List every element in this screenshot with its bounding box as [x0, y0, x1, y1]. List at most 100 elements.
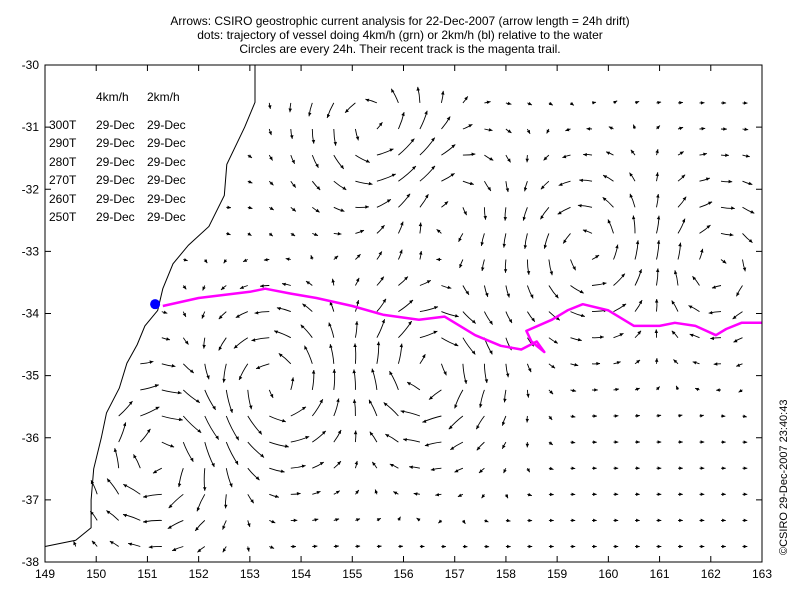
arrow-head — [463, 544, 468, 549]
arrow-head — [502, 444, 506, 449]
arrow-head — [274, 330, 279, 334]
row-heading: 250T — [49, 210, 77, 224]
arrow-head — [553, 340, 558, 344]
arrow-head — [546, 129, 550, 134]
arrow-head — [700, 518, 705, 523]
eta-table: 4km/h 2km/h 300T 29-Dec 29-Dec 290T 29-Dec 29… — [49, 88, 207, 227]
arrow-head — [389, 464, 394, 468]
arrow-head — [212, 405, 216, 410]
arrow-head — [615, 244, 619, 249]
arrow-head — [732, 315, 737, 320]
arrow-head — [154, 384, 159, 388]
arrow-head — [608, 126, 613, 130]
x-tick-label: 151 — [137, 567, 157, 581]
arrow-head — [454, 342, 459, 346]
arrow-head — [450, 446, 455, 450]
x-tick-label: 163 — [752, 567, 772, 581]
arrow-head — [419, 251, 423, 255]
arrow-head — [479, 403, 483, 408]
arrow-head — [328, 322, 332, 327]
arrow-head — [678, 242, 682, 247]
arrow-head — [571, 440, 576, 444]
arrow-head — [551, 364, 556, 369]
arrow-head — [722, 259, 727, 264]
arrow-head — [153, 470, 157, 474]
arrow-head — [248, 180, 253, 184]
arrow-head — [679, 492, 683, 496]
arrow-head — [722, 544, 726, 549]
arrow-head — [167, 525, 172, 529]
arrow-head — [243, 258, 248, 262]
arrow-head — [700, 101, 705, 105]
arrow-head — [122, 422, 127, 427]
arrow-head — [574, 363, 579, 367]
arrow-head — [621, 273, 625, 278]
arrow-head — [655, 149, 659, 154]
arrow-head — [319, 462, 324, 466]
arrow-head — [548, 416, 553, 420]
arrow-head — [335, 518, 340, 522]
arrow-head — [722, 518, 726, 523]
arrow-head — [223, 259, 228, 264]
x-tick-label: 158 — [496, 567, 516, 581]
arrow-head — [182, 312, 186, 317]
arrow-head — [523, 245, 528, 249]
arrow-head — [744, 127, 749, 131]
arrow-head — [526, 393, 530, 398]
current-arrow — [204, 441, 215, 468]
arrow-head — [332, 369, 336, 373]
arrow-head — [531, 317, 535, 322]
arrow-head — [631, 215, 636, 220]
arrow-head — [579, 289, 584, 294]
arrow-head — [248, 154, 252, 158]
arrow-head — [143, 519, 147, 524]
arrow-head — [329, 344, 333, 348]
arrow-head — [731, 206, 735, 210]
arrow-head — [391, 173, 396, 177]
arrow-head — [522, 216, 526, 221]
arrow-head — [340, 165, 344, 169]
y-tick-label: -35 — [22, 369, 40, 383]
arrow-head — [613, 100, 618, 105]
arrow-head — [400, 221, 404, 226]
arrow-head — [695, 387, 699, 392]
arrow-head — [579, 178, 583, 183]
arrow-head — [530, 294, 534, 299]
arrow-head — [315, 163, 319, 168]
arrow-head — [692, 361, 697, 365]
arrow-head — [548, 441, 553, 445]
arrow-head — [571, 518, 576, 523]
arrow-head — [354, 321, 359, 325]
arrow-head — [743, 466, 748, 470]
arrow-head — [471, 350, 476, 355]
arrow-head — [271, 519, 276, 524]
x-tick-label: 153 — [240, 567, 260, 581]
arrow-head — [260, 284, 264, 288]
arrow-head — [550, 544, 554, 549]
arrow-head — [700, 440, 705, 444]
arrow-head — [636, 492, 640, 496]
arrow-head — [380, 225, 385, 229]
y-tick-label: -34 — [22, 307, 40, 321]
arrow-head — [189, 369, 194, 373]
arrow-head — [333, 141, 337, 146]
arrow-head — [748, 181, 753, 185]
arrow-head — [526, 468, 530, 473]
current-arrow — [182, 415, 202, 434]
arrow-head — [268, 105, 272, 109]
arrow-head — [681, 218, 685, 223]
arrow-head — [688, 305, 693, 309]
arrow-head — [300, 324, 305, 329]
arrow-head — [389, 371, 393, 376]
arrow-head — [679, 151, 684, 155]
arrow-head — [481, 494, 486, 499]
arrow-head — [479, 469, 483, 473]
arrow-head — [418, 222, 423, 227]
arrow-head — [107, 478, 111, 483]
arrow-head — [682, 196, 687, 201]
arrow-head — [528, 368, 532, 373]
arrow-head — [657, 440, 662, 444]
arrow-head — [168, 504, 173, 509]
arrow-head — [269, 181, 274, 186]
